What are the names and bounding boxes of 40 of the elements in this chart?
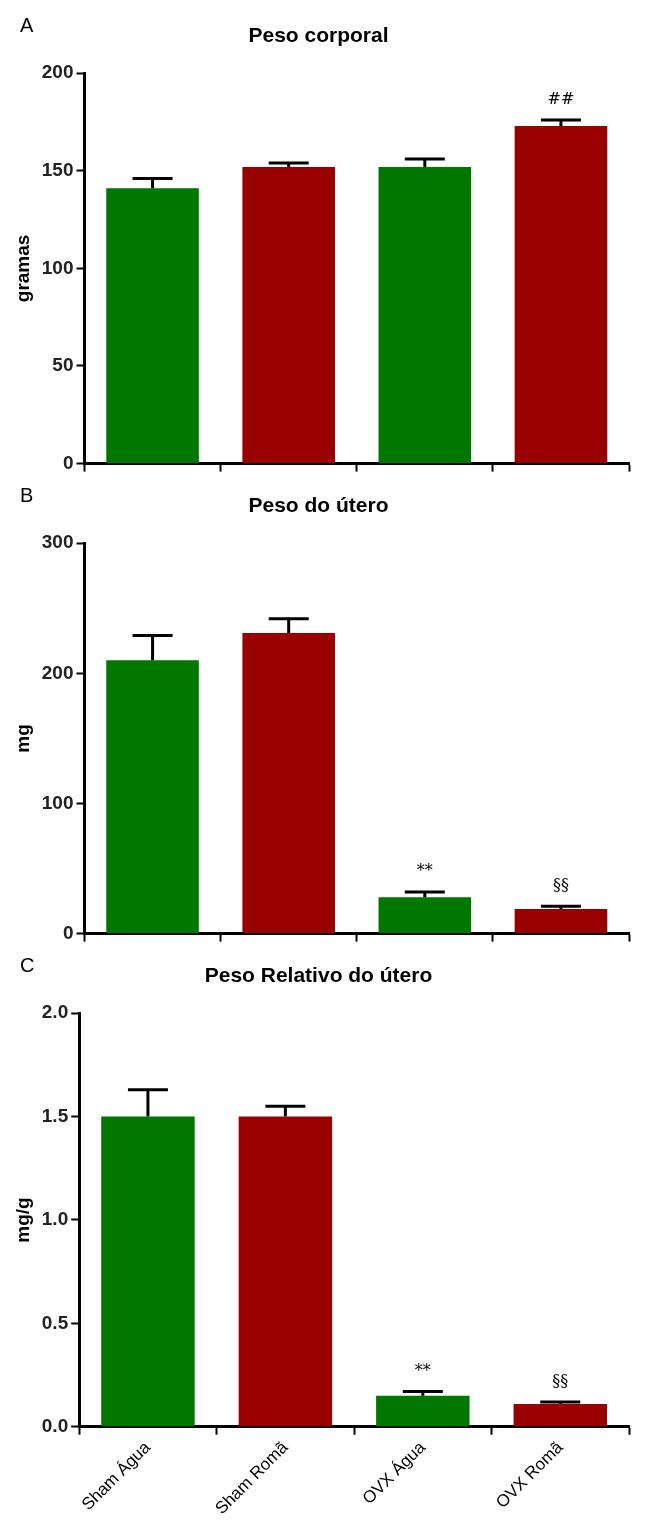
y-tick-label: 300 [41, 531, 74, 553]
bar [513, 1404, 608, 1427]
y-tick-label: 200 [41, 61, 74, 83]
y-tick-label: 0 [62, 451, 74, 473]
chart-title: Peso do útero [248, 493, 389, 517]
bar [106, 188, 199, 464]
bar [378, 897, 472, 934]
bar [101, 1116, 195, 1427]
bar [106, 660, 199, 934]
y-tick-label: 50 [52, 354, 74, 376]
y-axis-title: gramas [11, 234, 33, 303]
bar [514, 125, 608, 464]
y-tick-label: 100 [41, 256, 74, 278]
y-tick-label: 150 [41, 159, 74, 181]
text: A [20, 13, 34, 36]
y-tick-label: 1.0 [41, 1208, 69, 1230]
y-axis-title: mg [11, 724, 33, 753]
y-tick-label: 0 [62, 921, 74, 943]
bar [376, 1395, 470, 1427]
y-tick-label: 100 [41, 791, 74, 813]
text: B [20, 483, 34, 506]
chart-title: Peso Relativo do útero [204, 963, 433, 987]
y-axis-title: mg/g [11, 1197, 33, 1243]
text: C [20, 953, 35, 976]
y-tick-label: 0.0 [41, 1415, 69, 1436]
annotation: §§ [552, 1371, 569, 1391]
annotation: ** [414, 1360, 431, 1380]
bar [378, 166, 472, 464]
bar [242, 632, 335, 934]
annotation: ## [547, 89, 575, 109]
y-tick-label: 200 [41, 661, 74, 683]
y-tick-label: 2.0 [41, 1001, 69, 1023]
bar [514, 908, 608, 934]
annotation: ** [416, 861, 433, 881]
y-tick-label: 1.5 [41, 1104, 69, 1126]
y-tick-label: 0.5 [41, 1311, 69, 1333]
chart-title: Peso corporal [248, 23, 389, 47]
bar [238, 1116, 333, 1427]
annotation: §§ [552, 875, 569, 895]
bar [242, 166, 335, 464]
